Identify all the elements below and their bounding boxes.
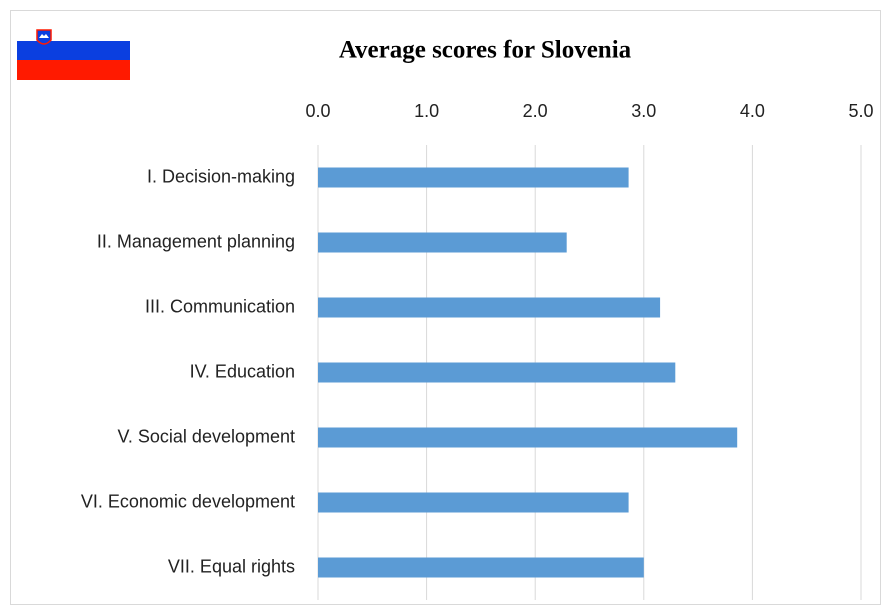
bar: [318, 492, 629, 513]
x-tick-label: 0.0: [305, 101, 330, 121]
bar: [318, 167, 629, 188]
y-tick-label: III. Communication: [145, 296, 295, 316]
y-tick-label: I. Decision-making: [147, 166, 295, 186]
y-tick-label: II. Management planning: [97, 231, 295, 251]
bar: [318, 557, 644, 578]
y-tick-label: VII. Equal rights: [168, 556, 295, 576]
x-tick-label: 3.0: [631, 101, 656, 121]
bar: [318, 232, 567, 253]
bar: [318, 427, 738, 448]
flag: [17, 22, 130, 80]
x-tick-label: 2.0: [523, 101, 548, 121]
y-tick-label: V. Social development: [118, 426, 295, 446]
y-tick-label: IV. Education: [190, 361, 295, 381]
x-tick-label: 1.0: [414, 101, 439, 121]
x-tick-label: 5.0: [848, 101, 873, 121]
chart-title: Average scores for Slovenia: [339, 37, 632, 64]
x-tick-label: 4.0: [740, 101, 765, 121]
y-tick-label: VI. Economic development: [81, 491, 295, 511]
bar: [318, 297, 661, 318]
bar: [318, 362, 676, 383]
